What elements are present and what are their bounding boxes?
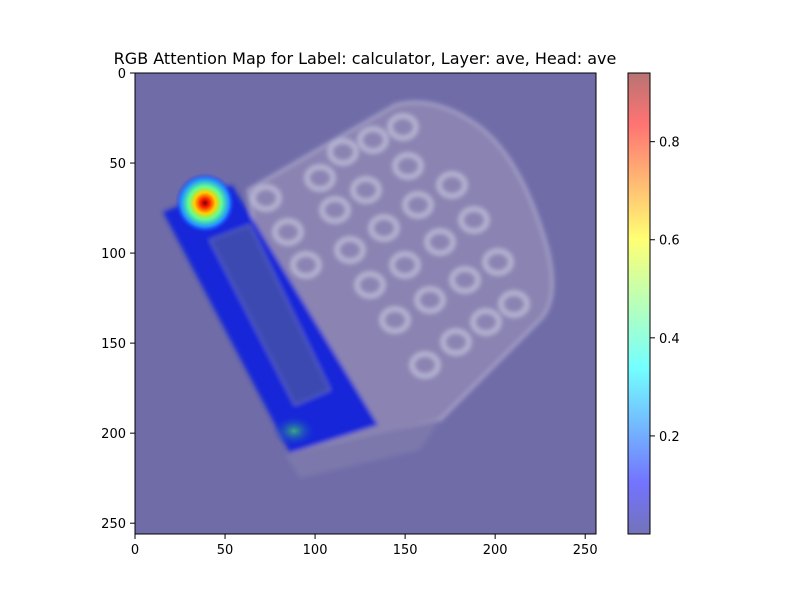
calculator-key [449, 266, 481, 294]
calculator-key [357, 126, 389, 154]
calculator-key [379, 306, 411, 334]
colorbar-frame [627, 72, 651, 535]
calculator-key [470, 308, 502, 336]
calculator-base [285, 420, 440, 478]
plot-area [135, 73, 596, 534]
plot-frame [134, 72, 597, 535]
calculator-key [440, 328, 472, 356]
chart-title: RGB Attention Map for Label: calculator,… [114, 49, 617, 68]
y-tick-label: 100 [101, 247, 126, 262]
calculator-key [319, 196, 351, 224]
colorbar-tick-label: 0.6 [659, 234, 680, 249]
calculator-key [389, 251, 421, 279]
calculator-key [354, 271, 386, 299]
x-axis: 0 50 100 150 200 250 [131, 534, 598, 558]
x-tick-label: 0 [131, 543, 139, 558]
attention-hotspot-primary [175, 173, 235, 233]
y-tick-label: 250 [101, 517, 126, 532]
x-tick-label: 250 [573, 543, 598, 558]
attention-hotspot-secondary [272, 415, 316, 447]
calculator-photo [163, 100, 554, 478]
x-tick-label: 200 [483, 543, 508, 558]
y-tick-label: 0 [118, 67, 126, 82]
colorbar-axis: 0.2 0.4 0.6 0.8 [650, 136, 680, 445]
calculator-key [290, 251, 322, 279]
calculator-key [334, 236, 366, 264]
calculator-key [327, 138, 359, 166]
calculator-key [350, 176, 382, 204]
calculator-key [250, 184, 282, 212]
calculator-key [482, 248, 514, 276]
colorbar [628, 73, 650, 534]
y-tick-label: 50 [109, 157, 126, 172]
calculator-key [402, 191, 434, 219]
calculator-key [414, 286, 446, 314]
y-tick-label: 150 [101, 337, 126, 352]
calculator-key [424, 228, 456, 256]
calculator-key [409, 351, 441, 379]
colorbar-tick-label: 0.2 [659, 430, 680, 445]
x-tick-label: 150 [393, 543, 418, 558]
calculator-key [387, 113, 419, 141]
x-tick-label: 50 [217, 543, 234, 558]
calculator-keys [250, 113, 530, 379]
y-tick-label: 200 [101, 427, 126, 442]
x-tick-label: 100 [303, 543, 328, 558]
calculator-key [498, 290, 530, 318]
calculator-key [272, 218, 304, 246]
calculator-key [368, 214, 400, 242]
y-axis: 0 50 100 150 200 250 [101, 67, 135, 532]
colorbar-tick-label: 0.4 [659, 332, 680, 347]
calculator-key [436, 171, 468, 199]
calculator-display [208, 223, 332, 407]
colorbar-tick-label: 0.8 [659, 136, 680, 151]
calculator-key [392, 152, 424, 180]
calculator-key [304, 164, 336, 192]
calculator-key [458, 206, 490, 234]
